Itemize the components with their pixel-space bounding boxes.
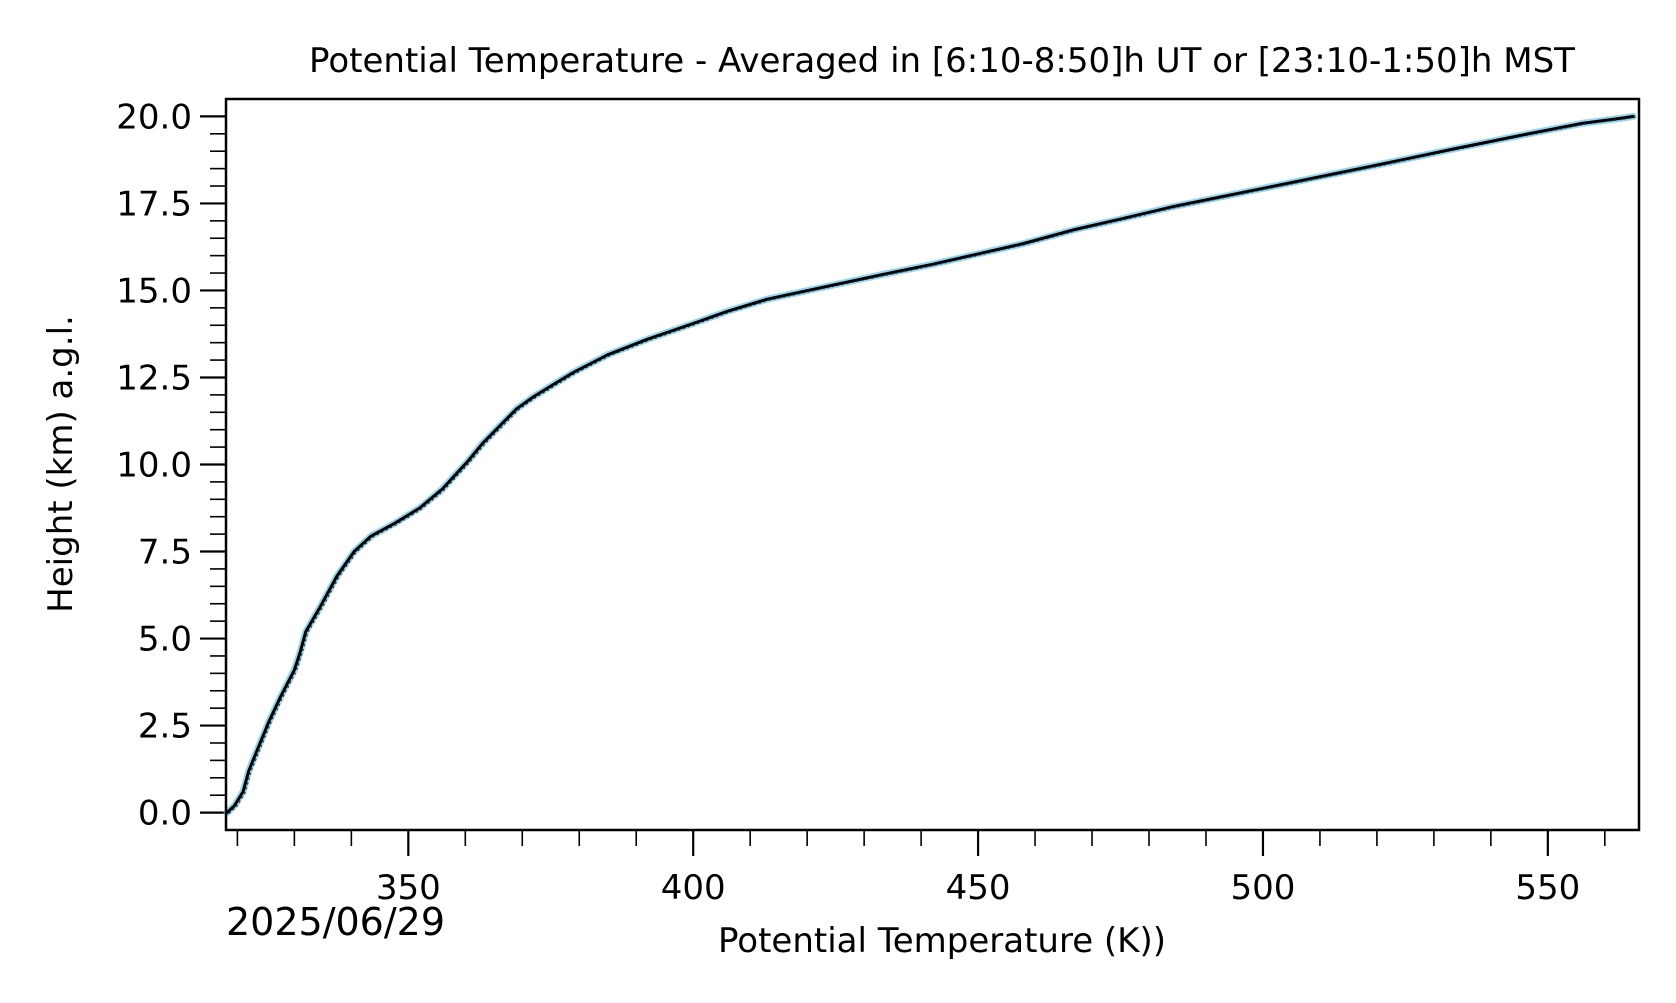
y-tick-label: 15.0 (116, 271, 192, 311)
y-tick-label: 12.5 (116, 358, 192, 398)
plot-frame (224, 97, 1641, 832)
potential-temperature-line (225, 114, 1635, 815)
y-tick-label: 17.5 (116, 184, 192, 224)
x-tick-label: 550 (1515, 868, 1580, 908)
y-axis-label: Height (km) a.g.l. (41, 315, 81, 613)
x-axis-ticks: 350 400 450 500 550 (236, 830, 1606, 908)
dotted-profile-line (228, 116, 1636, 815)
x-axis-label: Potential Temperature (K)) (718, 921, 1166, 961)
series-layer (223, 112, 1637, 817)
y-tick-label: 5.0 (138, 620, 192, 660)
x-tick-label: 450 (946, 868, 1011, 908)
chart-title: Potential Temperature - Averaged in [6:1… (309, 41, 1575, 81)
uncertainty-band (223, 112, 1637, 817)
x-tick-label: 400 (661, 868, 726, 908)
y-tick-label: 10.0 (116, 446, 192, 486)
x-tick-label: 500 (1231, 868, 1296, 908)
y-axis-ticks: 0.0 2.5 5.0 7.5 10.0 12.5 15.0 17.5 20.0 (116, 97, 226, 834)
x-tick-label: 350 (376, 868, 441, 908)
y-tick-label: 0.0 (138, 794, 192, 834)
date-label: 2025/06/29 (226, 900, 445, 944)
y-tick-label: 20.0 (116, 97, 192, 137)
y-tick-label: 7.5 (138, 533, 192, 573)
y-tick-label: 2.5 (138, 707, 192, 747)
